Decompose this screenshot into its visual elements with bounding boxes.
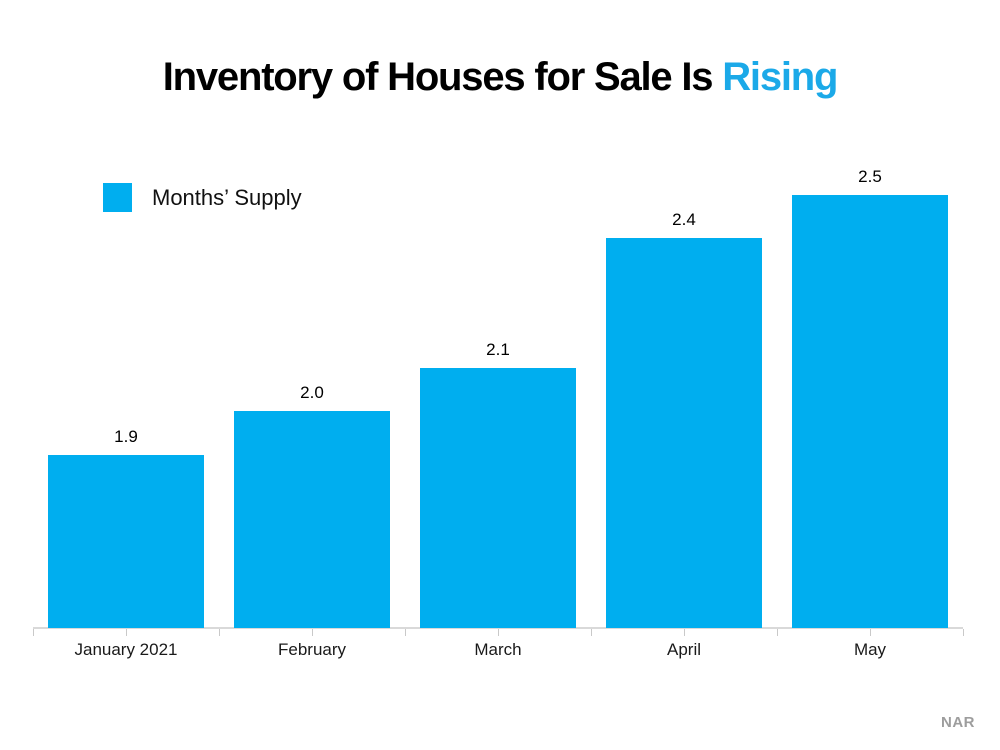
bar-february	[234, 411, 390, 628]
bar-april	[606, 238, 762, 628]
axis-tick	[219, 629, 220, 636]
axis-tick	[498, 629, 499, 636]
axis-tick	[33, 629, 34, 636]
legend: Months’ Supply	[103, 183, 302, 212]
bar-value-label: 2.4	[672, 210, 696, 229]
x-axis-line	[33, 627, 963, 629]
axis-tick	[870, 629, 871, 636]
legend-swatch-icon	[103, 183, 132, 212]
bar-value-label: 2.0	[300, 383, 324, 402]
chart-title-accent: Rising	[722, 54, 838, 99]
x-axis-label: January 2021	[74, 640, 178, 659]
axis-tick	[405, 629, 406, 636]
x-axis-label: April	[666, 640, 701, 659]
axis-tick	[777, 629, 778, 636]
bar-march	[420, 368, 576, 628]
axis-tick	[591, 629, 592, 636]
bar-value-label: 2.1	[486, 340, 510, 359]
legend-label: Months’ Supply	[152, 184, 302, 210]
source-attribution: NAR	[941, 714, 975, 731]
axis-tick	[963, 629, 964, 636]
x-axis-label: February	[277, 640, 347, 659]
axis-tick	[684, 629, 685, 636]
x-axis-label: March	[474, 640, 522, 659]
chart-title: Inventory of Houses for Sale Is Rising	[0, 55, 1000, 100]
plot-area: 1.9 January 2021 2.0 February 2.1 March 2.4 Apr…	[33, 0, 964, 659]
x-axis-label: May	[853, 640, 887, 659]
bar-value-label: 1.9	[114, 427, 138, 446]
bar-may	[792, 195, 948, 628]
axis-tick	[312, 629, 313, 636]
chart-title-main: Inventory of Houses for Sale Is	[162, 54, 723, 99]
bar-january-2021	[48, 455, 204, 628]
bar-value-label: 2.5	[858, 167, 882, 186]
axis-tick	[126, 629, 127, 636]
